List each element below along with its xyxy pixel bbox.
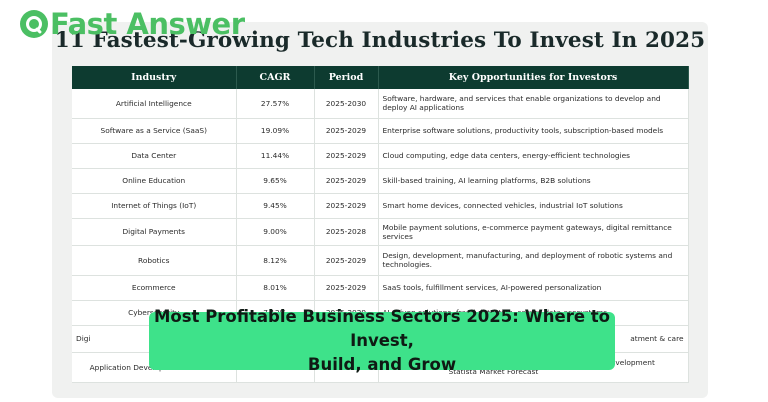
table-row: Software as a Service (SaaS) 19.09% 2025… (72, 118, 689, 144)
cell-cagr: 9.65% (236, 168, 315, 194)
cell-industry: Online Education (72, 168, 237, 194)
cell-cagr: 9.45% (236, 193, 315, 219)
table-row: Internet of Things (IoT) 9.45% 2025-2029… (72, 193, 689, 219)
cell-period: 2025-2029 (314, 193, 379, 219)
cell-opportunities: Cloud computing, edge data centers, ener… (378, 143, 689, 169)
cell-industry: Internet of Things (IoT) (72, 193, 237, 219)
table-row: Robotics 8.12% 2025-2029 Design, develop… (72, 245, 689, 276)
cell-opportunities: Smart home devices, connected vehicles, … (378, 193, 689, 219)
cell-opportunities: Mobile payment solutions, e-commerce pay… (378, 218, 689, 246)
page-title: 11 Fastest-Growing Tech Industries To In… (54, 28, 706, 53)
cell-cagr: 9.00% (236, 218, 315, 246)
cell-industry: Digital Payments (72, 218, 237, 246)
cell-cagr: 8.12% (236, 245, 315, 276)
cell-period: 2025-2029 (314, 168, 379, 194)
table-row: Ecommerce 8.01% 2025-2029 SaaS tools, fu… (72, 275, 689, 301)
cell-industry: Data Center (72, 143, 237, 169)
logo-text: Fast Answer (50, 6, 245, 41)
table-row: Artificial Intelligence 27.57% 2025-2030… (72, 89, 689, 119)
header-cagr: CAGR (236, 66, 315, 89)
cell-period: 2025-2030 (314, 89, 379, 119)
table-row: Data Center 11.44% 2025-2029 Cloud compu… (72, 143, 689, 169)
industries-table: Industry CAGR Period Key Opportunities f… (72, 66, 689, 383)
cell-cagr: 27.57% (236, 89, 315, 119)
table-row: Digital Payments 9.00% 2025-2028 Mobile … (72, 218, 689, 246)
cell-industry: Artificial Intelligence (72, 89, 237, 119)
cell-period: 2025-2029 (314, 275, 379, 301)
header-period: Period (314, 66, 379, 89)
table-row: Online Education 9.65% 2025-2029 Skill-b… (72, 168, 689, 194)
cell-period: 2025-2029 (314, 118, 379, 144)
cell-cagr: 8.01% (236, 275, 315, 301)
brand-logo[interactable]: Fast Answer (20, 6, 245, 42)
cell-industry: Robotics (72, 245, 237, 276)
banner-line-1: Most Profitable Business Sectors 2025: W… (153, 307, 611, 350)
cell-period: 2025-2028 (314, 218, 379, 246)
cell-opportunities: SaaS tools, fulfillment services, AI-pow… (378, 275, 689, 301)
cell-period: 2025-2029 (314, 245, 379, 276)
cell-opportunities: Software, hardware, and services that en… (378, 89, 689, 119)
cell-opportunities: Design, development, manufacturing, and … (378, 245, 689, 276)
cell-opportunities: Enterprise software solutions, productiv… (378, 118, 689, 144)
cell-industry: Software as a Service (SaaS) (72, 118, 237, 144)
cell-opportunities: Skill-based training, AI learning platfo… (378, 168, 689, 194)
header-opportunities: Key Opportunities for Investors (378, 66, 689, 89)
cell-period: 2025-2029 (314, 143, 379, 169)
cell-industry: Ecommerce (72, 275, 237, 301)
header-industry: Industry (72, 66, 237, 89)
cell-cagr: 11.44% (236, 143, 315, 169)
banner-line-2: Build, and Grow (307, 355, 457, 374)
cell-cagr: 19.09% (236, 118, 315, 144)
table-header-row: Industry CAGR Period Key Opportunities f… (72, 66, 689, 89)
headline-banner[interactable]: Most Profitable Business Sectors 2025: W… (149, 307, 615, 374)
magnifier-icon (20, 10, 48, 38)
